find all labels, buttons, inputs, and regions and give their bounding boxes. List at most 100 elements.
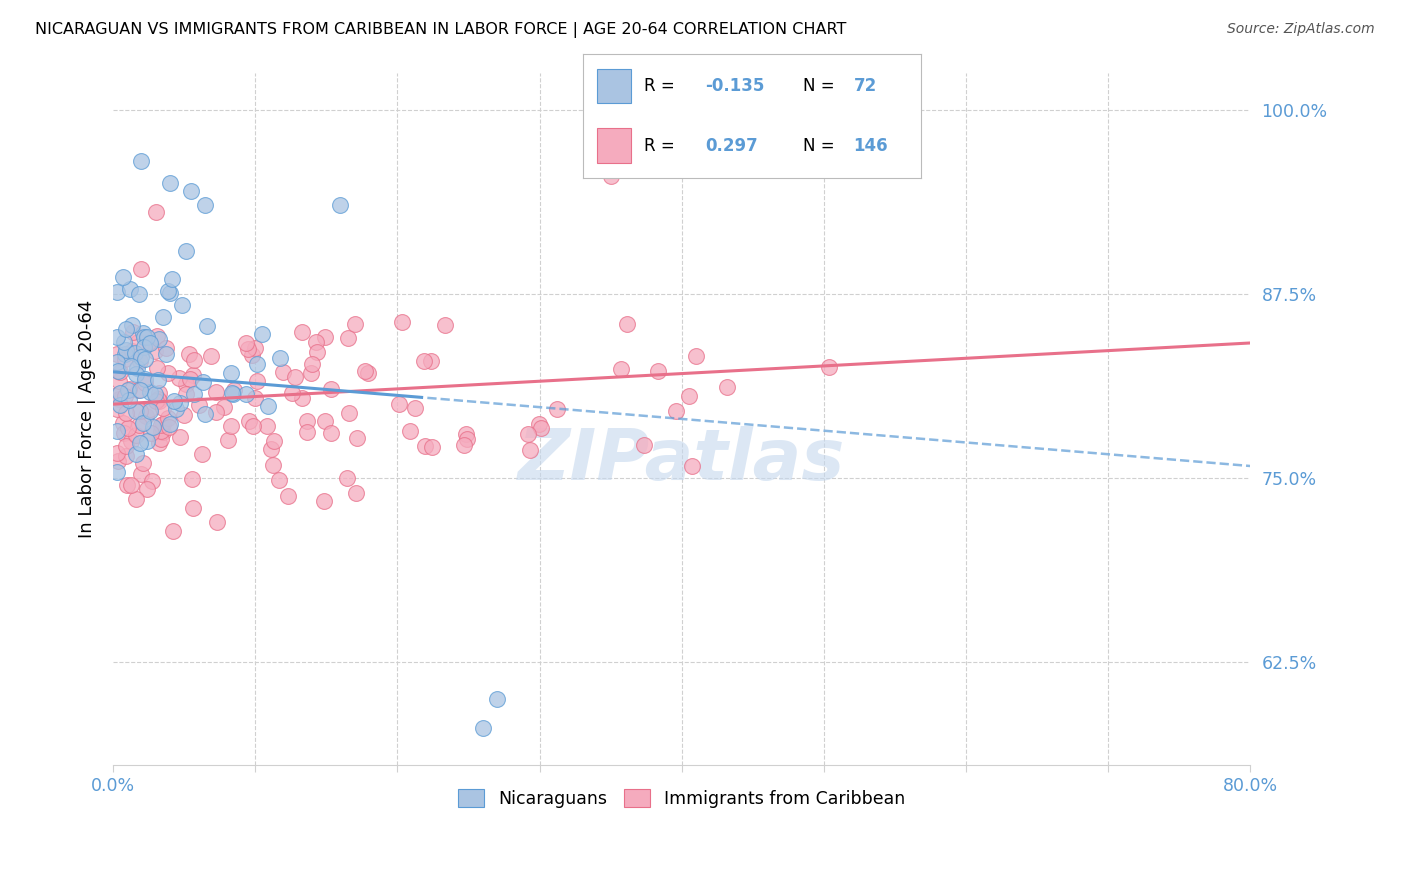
Text: 72: 72 bbox=[853, 77, 877, 95]
Text: R =: R = bbox=[644, 137, 681, 155]
Point bbox=[132, 456, 155, 470]
Point bbox=[297, 425, 319, 439]
Point bbox=[262, 458, 284, 473]
Point bbox=[243, 341, 266, 355]
Point bbox=[134, 330, 156, 344]
Bar bbox=[598, 128, 631, 163]
Point bbox=[152, 401, 174, 415]
Point bbox=[314, 414, 336, 428]
Point bbox=[127, 383, 149, 397]
Point bbox=[127, 334, 149, 349]
Point bbox=[150, 432, 173, 446]
Point bbox=[267, 474, 290, 488]
Point bbox=[240, 347, 263, 361]
Point bbox=[221, 386, 243, 401]
Point bbox=[121, 343, 143, 358]
Point bbox=[633, 438, 655, 452]
Point bbox=[145, 361, 167, 376]
Point bbox=[108, 375, 131, 389]
Point bbox=[129, 383, 152, 397]
Point bbox=[256, 400, 278, 414]
Bar bbox=[598, 69, 631, 103]
Point bbox=[107, 364, 129, 378]
Point bbox=[194, 407, 217, 421]
Point bbox=[121, 325, 143, 339]
Point bbox=[105, 355, 128, 369]
Point bbox=[157, 420, 180, 434]
Point bbox=[155, 341, 177, 355]
Point bbox=[148, 436, 170, 450]
Point bbox=[121, 318, 143, 332]
Point bbox=[115, 343, 138, 357]
Point bbox=[517, 427, 540, 442]
Point bbox=[221, 385, 243, 400]
Point bbox=[108, 392, 131, 407]
Point bbox=[159, 285, 181, 300]
Point bbox=[616, 317, 638, 331]
Point bbox=[305, 344, 328, 359]
Point bbox=[530, 421, 553, 435]
Point bbox=[141, 426, 163, 441]
Point bbox=[169, 429, 191, 443]
Point bbox=[176, 387, 198, 401]
Point bbox=[207, 515, 229, 529]
Point bbox=[170, 298, 193, 312]
Point bbox=[183, 387, 205, 401]
Point bbox=[337, 406, 360, 420]
Point bbox=[118, 382, 141, 396]
Point bbox=[135, 330, 157, 344]
Point bbox=[163, 393, 186, 408]
Text: N =: N = bbox=[803, 77, 839, 95]
Point bbox=[124, 345, 146, 359]
Point bbox=[148, 394, 170, 409]
Point bbox=[112, 416, 135, 430]
Point bbox=[219, 418, 242, 433]
Point bbox=[105, 424, 128, 438]
Point bbox=[152, 310, 174, 324]
Point bbox=[301, 357, 323, 371]
Text: ZIPatlas: ZIPatlas bbox=[517, 426, 845, 495]
Point bbox=[128, 354, 150, 368]
Point bbox=[217, 434, 239, 448]
Point bbox=[319, 426, 342, 441]
Point bbox=[148, 392, 170, 407]
Point bbox=[129, 262, 152, 277]
Point bbox=[125, 447, 148, 461]
Point bbox=[610, 361, 633, 376]
Point bbox=[277, 490, 299, 504]
Point bbox=[485, 691, 508, 706]
Point bbox=[148, 386, 170, 401]
Point bbox=[195, 318, 218, 333]
Point bbox=[118, 392, 141, 407]
Point bbox=[818, 360, 841, 375]
Point bbox=[105, 347, 128, 361]
Point bbox=[433, 318, 456, 333]
Point bbox=[105, 401, 128, 416]
Point bbox=[159, 177, 181, 191]
Point bbox=[716, 380, 738, 394]
Point bbox=[110, 365, 132, 379]
Point bbox=[678, 389, 700, 403]
Point bbox=[529, 417, 551, 431]
Point bbox=[235, 386, 257, 401]
Point bbox=[146, 373, 169, 387]
Point bbox=[420, 440, 443, 454]
Point bbox=[134, 376, 156, 390]
Point bbox=[120, 478, 142, 492]
Point bbox=[263, 434, 285, 448]
Point bbox=[114, 389, 136, 403]
Text: -0.135: -0.135 bbox=[704, 77, 765, 95]
Point bbox=[177, 347, 200, 361]
Point bbox=[344, 317, 367, 331]
Point bbox=[136, 434, 159, 448]
Point bbox=[131, 467, 153, 481]
Point bbox=[117, 421, 139, 435]
Point bbox=[139, 404, 162, 418]
Point bbox=[224, 383, 246, 397]
Point bbox=[456, 426, 478, 441]
Point bbox=[200, 349, 222, 363]
Point bbox=[181, 368, 204, 382]
Point bbox=[357, 366, 380, 380]
Point bbox=[129, 351, 152, 365]
Point bbox=[284, 370, 307, 384]
